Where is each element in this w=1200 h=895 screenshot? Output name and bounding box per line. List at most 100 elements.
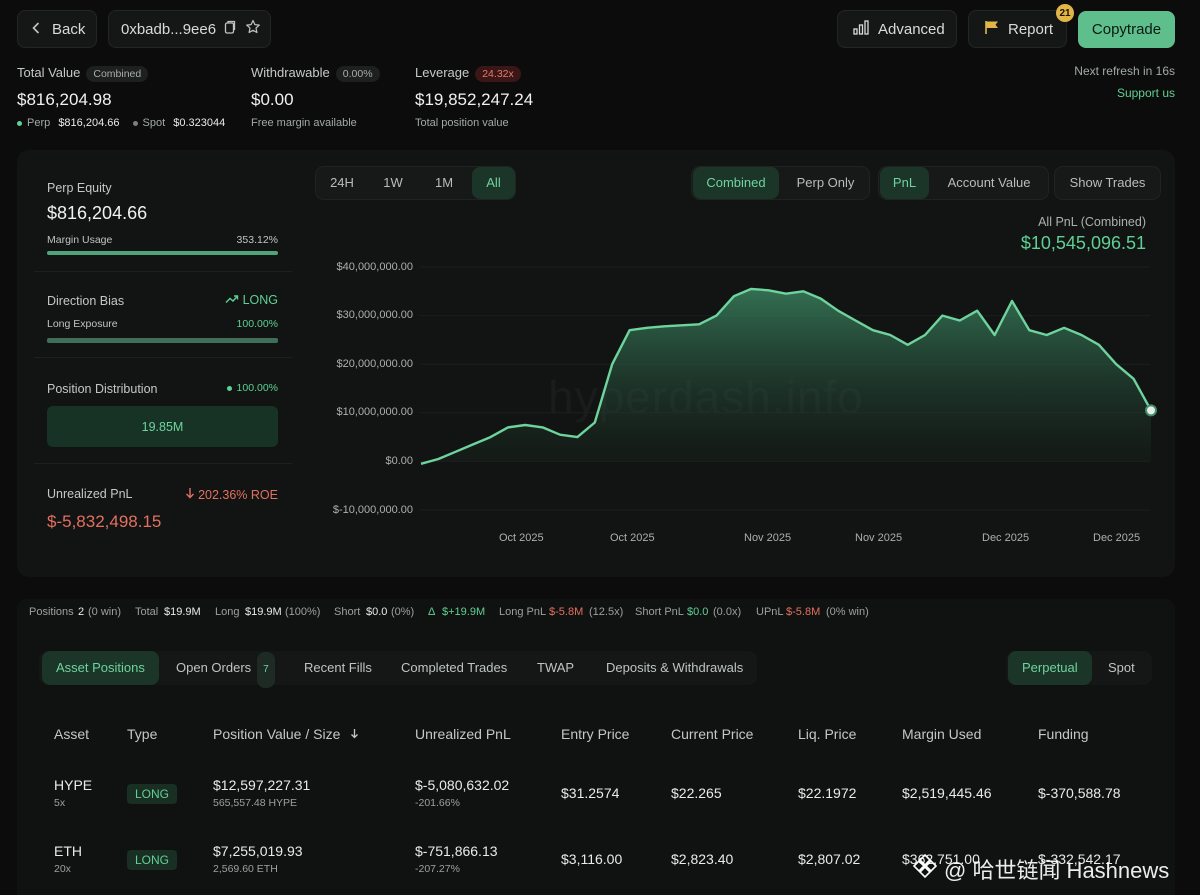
col-margin-used[interactable]: Margin Used [902, 726, 982, 742]
position-dist-value: 19.85M [141, 419, 184, 434]
stat-upnl-label: UPnL [756, 606, 784, 618]
withdrawable-sub: Free margin available [251, 117, 357, 129]
col-liq-price[interactable]: Liq. Price [798, 726, 857, 742]
col-asset[interactable]: Asset [54, 726, 90, 742]
position-size: 2,569.60 ETH [213, 863, 278, 875]
entry-price: $3,116.00 [561, 851, 623, 867]
advanced-label: Advanced [878, 20, 945, 38]
y-tick: $40,000,000.00 [336, 261, 413, 273]
tab-spot[interactable]: Spot [1108, 660, 1135, 675]
sort-arrow-down-icon [350, 726, 359, 742]
mode-selector: Combined Perp Only [691, 166, 870, 200]
margin-usage-value: 353.12% [236, 234, 278, 246]
asset-name: ETH [54, 843, 82, 859]
pnl-area-chart[interactable] [420, 262, 1160, 514]
show-trades-button[interactable]: Show Trades [1054, 166, 1161, 200]
position-value: $12,597,227.31 [213, 777, 311, 793]
roe-block: 202.36% ROE [167, 487, 278, 502]
margin-usage-label: Margin Usage [47, 234, 113, 246]
tab-perpetual[interactable]: Perpetual [1008, 651, 1092, 685]
col-entry-price[interactable]: Entry Price [561, 726, 630, 742]
spot-dot-icon [132, 120, 138, 126]
mode-perp-only[interactable]: Perp Only [796, 175, 855, 190]
range-selector: 24H 1W 1M All [315, 166, 516, 200]
range-all[interactable]: All [472, 167, 515, 199]
stat-short-pct: (0%) [391, 606, 415, 618]
stat-short-value: $0.0 [366, 606, 388, 618]
combined-tag: Combined [86, 66, 149, 82]
tab-recent-fills[interactable]: Recent Fills [304, 660, 372, 675]
x-tick: Dec 2025 [1093, 532, 1141, 544]
green-dot-icon [226, 385, 232, 391]
stat-delta-value: $+19.9M [442, 606, 486, 618]
metric-selector: PnL Account Value [878, 166, 1049, 200]
back-label: Back [52, 20, 86, 38]
metric-account-value[interactable]: Account Value [947, 175, 1031, 190]
withdrawable-tag: 0.00% [335, 66, 380, 82]
mode-combined[interactable]: Combined [693, 167, 779, 199]
pnl-end-point[interactable] [1145, 404, 1157, 417]
y-tick: $20,000,000.00 [336, 358, 413, 370]
tab-deposits-withdrawals[interactable]: Deposits & Withdrawals [606, 660, 744, 675]
perp-dot-icon [17, 120, 22, 126]
current-price: $2,823.40 [671, 851, 734, 867]
star-icon[interactable] [245, 19, 261, 39]
divider [34, 463, 292, 464]
report-button[interactable]: Report [968, 10, 1067, 48]
tab-asset-positions[interactable]: Asset Positions [42, 651, 159, 685]
stat-positions-win: (0 win) [88, 606, 122, 618]
y-tick: $0.00 [385, 455, 413, 467]
current-price: $22.265 [671, 785, 722, 801]
funding: $-370,588.78 [1038, 785, 1121, 801]
margin-usage-bar [47, 251, 278, 255]
direction-bias-label: Direction Bias [47, 294, 125, 308]
stat-short-pnl-value: $0.0 [687, 606, 709, 618]
advanced-button[interactable]: Advanced [837, 10, 957, 48]
back-button[interactable]: Back [17, 10, 97, 48]
support-link[interactable]: Support us [1116, 86, 1175, 100]
open-orders-count-badge: 7 [257, 652, 275, 688]
withdrawable-value: $0.00 [251, 90, 294, 109]
stat-total-label: Total [135, 606, 159, 618]
position-value: $7,255,019.93 [213, 843, 303, 859]
range-24h[interactable]: 24H [330, 175, 354, 190]
y-tick: $30,000,000.00 [336, 309, 413, 321]
unrealized-pnl-pct: -201.66% [415, 797, 460, 809]
liq-price: $22.1972 [798, 785, 857, 801]
tab-open-orders[interactable]: Open Orders 7 [162, 651, 289, 688]
copy-icon[interactable] [224, 20, 236, 38]
range-1m[interactable]: 1M [434, 175, 454, 190]
col-type[interactable]: Type [127, 726, 158, 742]
stat-long-pnl-lev: (12.5x) [589, 606, 624, 618]
report-label: Report [1008, 20, 1054, 38]
type-badge: LONG [127, 784, 178, 804]
tab-completed-trades[interactable]: Completed Trades [401, 660, 508, 675]
metric-pnl[interactable]: PnL [880, 167, 929, 199]
stat-short-pnl-lev: (0.0x) [713, 606, 742, 618]
asset-leverage: 5x [54, 797, 66, 809]
copytrade-button[interactable]: Copytrade [1078, 11, 1175, 48]
col-current-price[interactable]: Current Price [671, 726, 754, 742]
tab-twap[interactable]: TWAP [537, 660, 575, 675]
unrealized-pnl: $-5,080,632.02 [415, 777, 510, 793]
position-dist-bar[interactable]: 19.85M [47, 406, 278, 447]
long-exposure-value: 100.00% [236, 318, 278, 330]
asset-leverage: 20x [54, 863, 71, 875]
x-tick: Nov 2025 [744, 532, 792, 544]
entry-price: $31.2574 [561, 785, 620, 801]
col-unrealized-pnl[interactable]: Unrealized PnL [415, 726, 511, 742]
col-funding[interactable]: Funding [1038, 726, 1089, 742]
range-1w[interactable]: 1W [383, 175, 403, 190]
total-value-block: Total Value Combined $816,204.98 Perp $81… [17, 64, 225, 129]
show-trades-label: Show Trades [1069, 175, 1146, 190]
bar-chart-icon [853, 19, 870, 39]
x-tick: Nov 2025 [855, 532, 903, 544]
direction-bias-indicator: LONG [217, 293, 278, 307]
direction-bias-value: LONG [242, 293, 278, 307]
pnl-area-fill [421, 288, 1151, 464]
col-position-value[interactable]: Position Value / Size [213, 726, 359, 742]
stat-long-label: Long [215, 606, 240, 618]
unrealized-pnl-label: Unrealized PnL [47, 487, 133, 501]
liq-price: $2,807.02 [798, 851, 861, 867]
diamond-logo-icon [912, 853, 938, 885]
